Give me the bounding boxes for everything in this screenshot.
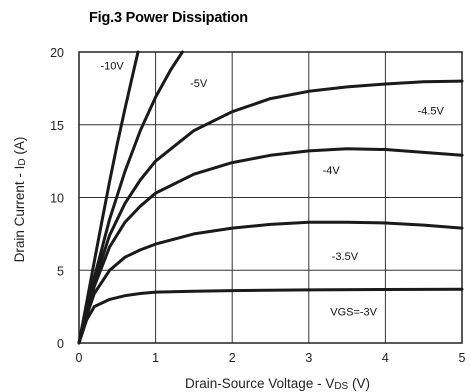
series-line bbox=[77, 147, 464, 345]
x-tick-label: 5 bbox=[459, 351, 466, 365]
x-tick-label: 2 bbox=[229, 351, 236, 365]
y-tick-label: 20 bbox=[50, 46, 64, 60]
y-tick-label: 5 bbox=[57, 264, 64, 278]
series-line bbox=[77, 79, 464, 345]
y-tick-label: 10 bbox=[50, 192, 64, 206]
curve-labels: -10V -5V -4.5V -4V -3.5V VGS=-3V bbox=[100, 60, 444, 318]
series-label: VGS=-3V bbox=[330, 306, 377, 318]
series-label: -5V bbox=[190, 78, 208, 90]
chart-title: Fig.3 Power Dissipation bbox=[89, 10, 248, 26]
y-tick-label: 15 bbox=[50, 119, 64, 133]
x-tick-label: 1 bbox=[152, 351, 159, 365]
series-label: -4V bbox=[323, 165, 341, 177]
y-axis-label: Drain Current - ID (A) bbox=[12, 137, 28, 263]
plot-frame bbox=[78, 51, 463, 344]
grid bbox=[79, 52, 462, 343]
series-line bbox=[77, 50, 140, 345]
x-tick-label: 3 bbox=[305, 351, 312, 365]
series-label: -10V bbox=[100, 60, 124, 72]
tick-labels: 0 1 2 3 4 5 0 5 10 15 20 bbox=[50, 46, 465, 365]
y-tick-label: 0 bbox=[57, 337, 64, 351]
series-label: -4.5V bbox=[418, 106, 445, 118]
series-line bbox=[77, 287, 464, 345]
series-label: -3.5V bbox=[332, 251, 359, 263]
curves bbox=[77, 50, 464, 345]
x-tick-label: 0 bbox=[76, 351, 83, 365]
x-axis-label: Drain-Source Voltage - VDS (V) bbox=[185, 376, 370, 392]
series-line bbox=[77, 220, 464, 345]
x-tick-label: 4 bbox=[382, 351, 389, 365]
